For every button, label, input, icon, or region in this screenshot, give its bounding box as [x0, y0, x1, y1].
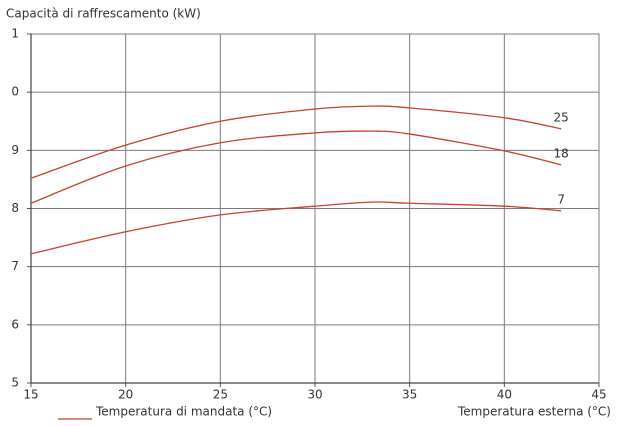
- y-tick-label: 8: [11, 201, 19, 215]
- x-tick-label: 45: [591, 388, 606, 402]
- x-tick-label: 30: [307, 388, 322, 402]
- y-tick-label: 1: [11, 27, 19, 41]
- legend-label: Temperatura di mandata (°C): [95, 405, 272, 419]
- y-tick-label: 6: [11, 317, 19, 331]
- y-axis-title: Capacità di raffrescamento (kW): [6, 7, 201, 21]
- y-tick-label: 7: [11, 259, 19, 273]
- y-tick-label: 9: [11, 143, 19, 157]
- series-label: 25: [553, 110, 568, 124]
- x-tick-label: 15: [23, 388, 38, 402]
- y-tick-label: 5: [11, 376, 19, 390]
- series-label: 18: [553, 146, 568, 160]
- x-tick-label: 35: [402, 388, 417, 402]
- y-tick-label: 0: [11, 85, 19, 99]
- series-label: 7: [557, 192, 565, 206]
- x-tick-label: 20: [118, 388, 133, 402]
- x-axis-title: Temperatura esterna (°C): [457, 405, 611, 419]
- x-tick-label: 25: [213, 388, 228, 402]
- x-tick-label: 40: [497, 388, 512, 402]
- series-line: [30, 130, 562, 204]
- series-line: [30, 105, 562, 179]
- series-line: [30, 201, 562, 255]
